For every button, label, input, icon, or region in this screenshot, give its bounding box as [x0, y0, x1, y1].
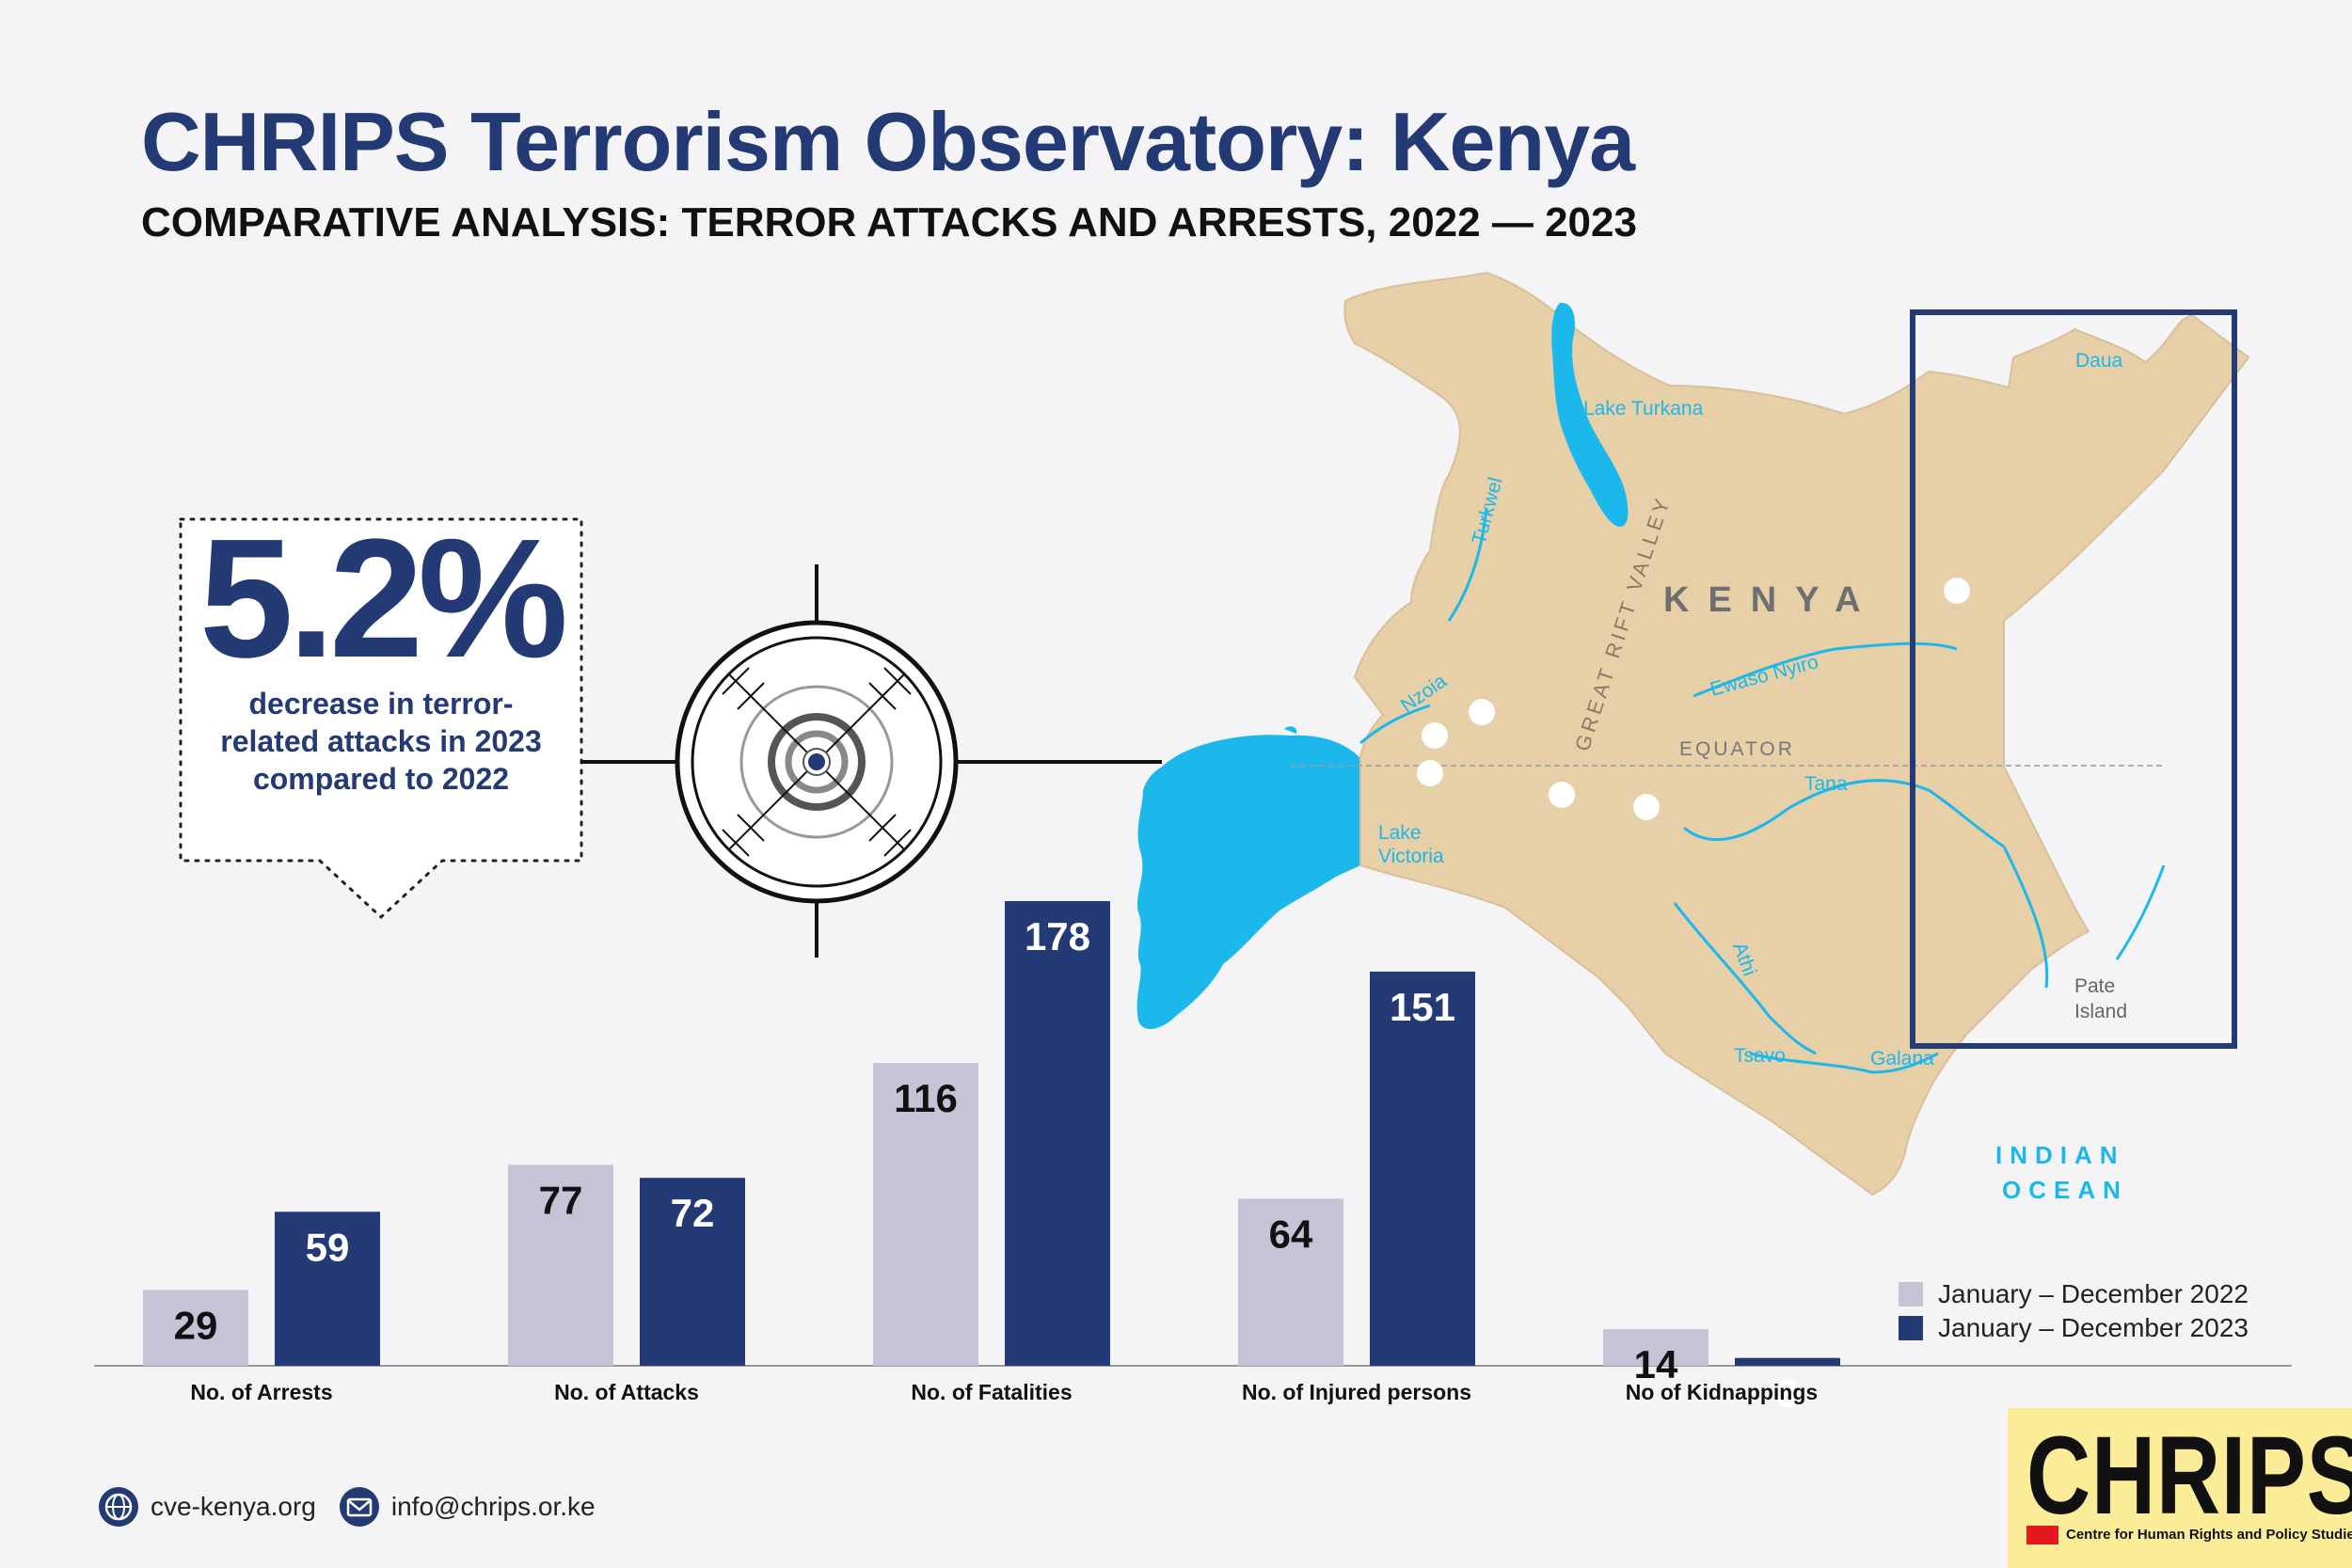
tsavo-label: Tsavo	[1734, 1045, 1786, 1067]
country-label: KENYA	[1663, 580, 1880, 620]
bar-value-label: 59	[306, 1225, 350, 1269]
page-title: CHRIPS Terrorism Observatory: Kenya	[141, 95, 1635, 188]
incident-markers	[1417, 578, 1970, 820]
pate-label-2: Island	[2074, 1001, 2127, 1022]
region-highlight-frame	[1910, 309, 2237, 1049]
incident-marker	[1944, 578, 1970, 604]
legend-swatch-2022	[1899, 1282, 1923, 1307]
bar-2023	[640, 1178, 745, 1366]
legend-swatch-2023	[1899, 1316, 1923, 1340]
bar-value-label: 77	[539, 1178, 583, 1222]
incident-marker	[1549, 782, 1575, 808]
decrease-percentage: 5.2%	[199, 504, 568, 693]
chrips-logo: CHRIPS Centre for Human Rights and Polic…	[2008, 1408, 2352, 1568]
incident-marker	[1422, 722, 1448, 749]
callout-frame	[179, 517, 583, 920]
legend-label-2022: January – December 2022	[1938, 1279, 2249, 1308]
bar-2023	[1735, 1357, 1840, 1366]
ocean-label-2: OCEAN	[2002, 1176, 2128, 1204]
bar-value-label: 64	[1269, 1212, 1313, 1256]
daua-label: Daua	[2075, 350, 2123, 372]
bar-2022	[1238, 1198, 1343, 1366]
email-icon	[339, 1487, 379, 1527]
bar-2022	[1603, 1329, 1708, 1366]
galana-label: Galana	[1870, 1048, 1934, 1069]
lake-turkana-shape	[1551, 302, 1629, 527]
equator-label: EQUATOR	[1679, 738, 1795, 760]
stat-callout: 5.2% decrease in terror- related attacks…	[181, 504, 581, 798]
globe-icon	[99, 1487, 138, 1527]
bar-value-label: 14	[1634, 1342, 1678, 1386]
bar-2023	[275, 1212, 380, 1366]
legend-item-2023: January – December 2023	[1899, 1311, 2249, 1345]
incident-marker	[1417, 760, 1443, 786]
callout-caption-line: compared to 2022	[252, 762, 510, 796]
callout-caption-line: decrease in terror-	[248, 687, 514, 721]
ocean-label-1: INDIAN	[1995, 1141, 2125, 1169]
pate-label-1: Pate	[2074, 975, 2115, 997]
bar-2023	[1005, 901, 1110, 1366]
bar-2022	[143, 1290, 248, 1366]
footer-contact: cve-kenya.org info@chrips.or.ke	[98, 1486, 596, 1528]
category-label: No of Kidnappings	[1626, 1380, 1818, 1404]
bar-2022	[873, 1063, 978, 1366]
tana-label: Tana	[1804, 773, 1848, 795]
category-label: No. of Fatalities	[911, 1380, 1072, 1404]
legend-label-2023: January – December 2023	[1938, 1313, 2249, 1342]
category-label: No. of Arrests	[190, 1380, 332, 1404]
crosshair-target-icon	[675, 564, 959, 958]
category-label: No. of Injured persons	[1242, 1380, 1471, 1404]
callout-caption-line: related attacks in 2023	[220, 724, 542, 758]
logo-tagline: Centre for Human Rights and Policy Studi…	[2066, 1527, 2352, 1543]
callout-caption: decrease in terror- related attacks in 2…	[181, 685, 581, 798]
bar-value-label: 178	[1025, 914, 1090, 958]
legend-item-2022: January – December 2022	[1899, 1277, 2249, 1311]
logo-red-bar	[2026, 1526, 2058, 1544]
kenya-land	[1343, 271, 2250, 1196]
bar-value-label: 3	[1776, 1371, 1798, 1416]
bar-2023	[1370, 971, 1475, 1366]
category-label: No. of Attacks	[554, 1380, 699, 1404]
incident-marker	[1633, 794, 1660, 820]
bar-value-label: 29	[174, 1304, 218, 1348]
bar-value-label: 116	[894, 1076, 958, 1120]
chart-legend: January – December 2022 January – Decemb…	[1899, 1277, 2249, 1345]
email-link[interactable]: info@chrips.or.ke	[390, 1492, 596, 1521]
lake-victoria-shape	[1136, 735, 1360, 1030]
bar-value-label: 72	[671, 1191, 715, 1235]
bar-2022	[508, 1164, 613, 1366]
page-subtitle: COMPARATIVE ANALYSIS: TERROR ATTACKS AND…	[141, 199, 1637, 245]
incident-marker	[1469, 699, 1495, 725]
website-link[interactable]: cve-kenya.org	[151, 1492, 316, 1521]
lake-victoria-label-1: Lake	[1378, 822, 1422, 844]
lake-turkana-label: Lake Turkana	[1583, 398, 1704, 420]
bar-value-label: 151	[1390, 985, 1455, 1029]
lake-victoria-label-2: Victoria	[1378, 846, 1444, 867]
logo-wordmark: CHRIPS	[2026, 1414, 2352, 1538]
